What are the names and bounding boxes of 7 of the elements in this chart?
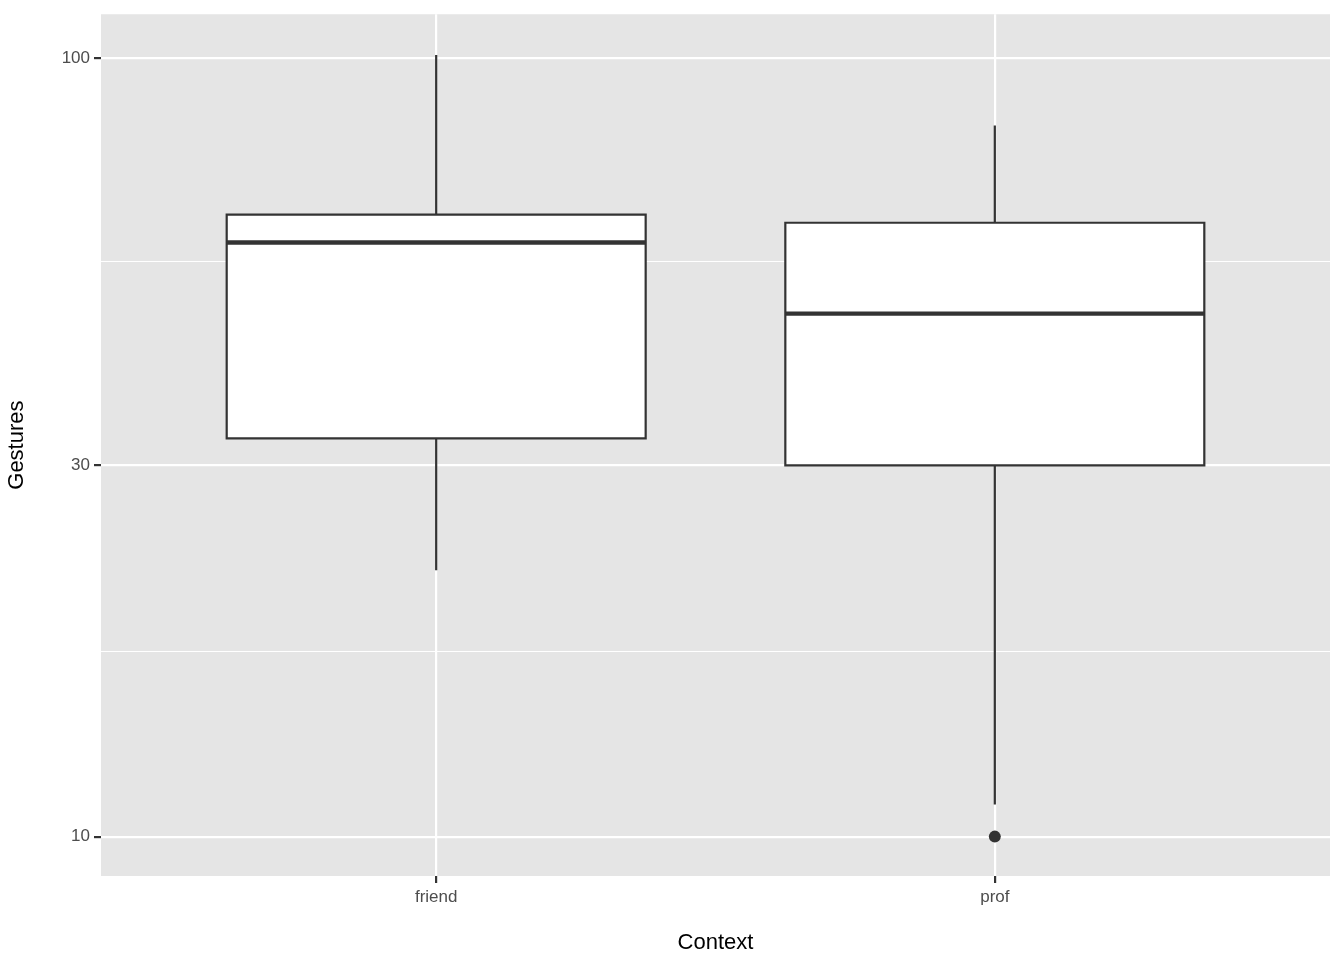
y-tick-label: 10 xyxy=(71,826,90,846)
x-axis-title: Context xyxy=(677,928,754,954)
y-tick-label: 100 xyxy=(61,48,90,68)
y-axis-title: Gestures xyxy=(3,400,29,490)
x-tick-label: friend xyxy=(414,886,458,906)
x-tick-label: prof xyxy=(980,886,1010,906)
y-tick-label: 30 xyxy=(71,455,90,475)
